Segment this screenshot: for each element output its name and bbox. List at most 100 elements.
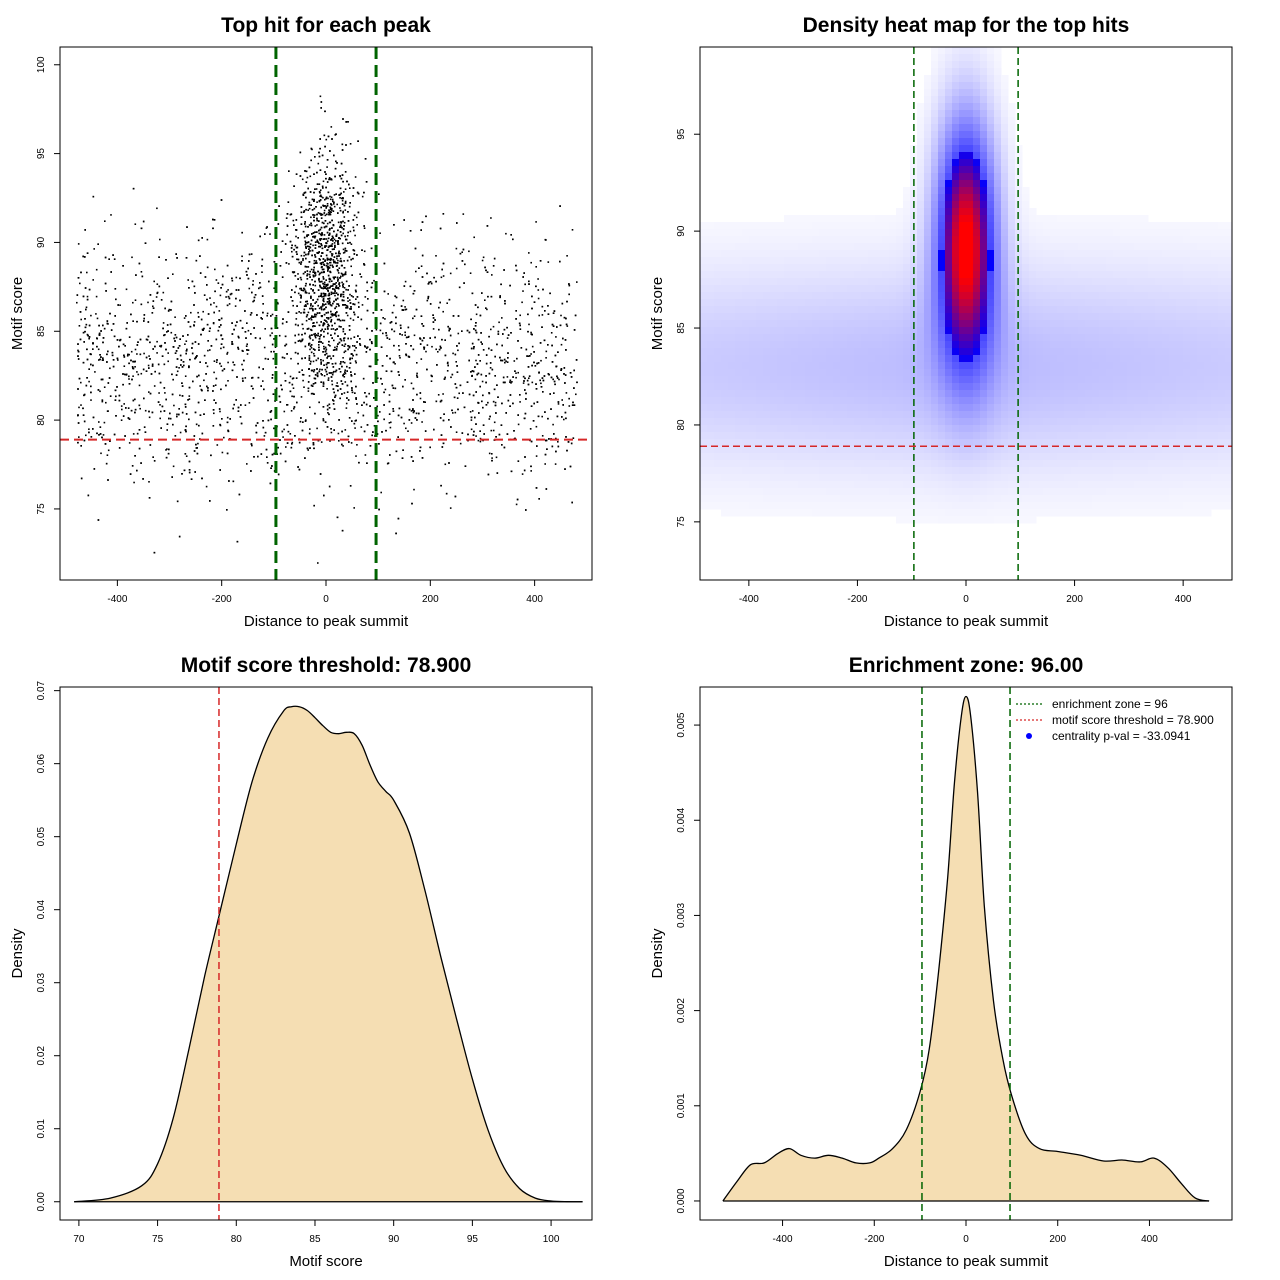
scatter-point bbox=[327, 135, 330, 138]
scatter-point bbox=[381, 431, 383, 433]
scatter-point bbox=[449, 272, 452, 275]
scatter-point bbox=[373, 425, 376, 427]
scatter-point bbox=[312, 383, 315, 385]
scatter-point bbox=[328, 340, 330, 343]
scatter-point bbox=[397, 371, 400, 373]
scatter-point bbox=[153, 280, 155, 283]
scatter-point bbox=[115, 298, 117, 301]
scatter-point bbox=[97, 389, 100, 391]
scatter-point bbox=[310, 159, 312, 162]
scatter-point bbox=[295, 285, 297, 288]
scatter-point bbox=[294, 323, 297, 326]
scatter-point bbox=[576, 281, 578, 283]
scatter-point bbox=[176, 257, 178, 259]
scatter-point bbox=[304, 265, 307, 268]
scatter-point bbox=[282, 436, 284, 438]
scatter-point bbox=[321, 154, 324, 157]
scatter-point bbox=[246, 274, 248, 276]
scatter-point bbox=[291, 395, 293, 398]
scatter-point bbox=[331, 235, 334, 238]
scatter-point bbox=[331, 285, 334, 287]
scatter-point bbox=[96, 432, 98, 435]
scatter-point bbox=[338, 440, 340, 442]
scatter-point bbox=[339, 237, 341, 240]
scatter-point bbox=[314, 247, 317, 249]
scatter-point bbox=[390, 321, 393, 323]
scatter-point bbox=[355, 398, 357, 400]
scatter-point bbox=[340, 162, 343, 165]
scatter-point bbox=[320, 226, 323, 229]
scatter-point bbox=[316, 262, 318, 264]
scatter-point bbox=[491, 274, 493, 276]
scatter-point bbox=[321, 328, 323, 331]
scatter-point bbox=[215, 402, 217, 404]
scatter-point bbox=[289, 213, 292, 216]
scatter-point bbox=[310, 297, 312, 299]
scatter-point bbox=[421, 457, 424, 459]
scatter-point bbox=[85, 308, 87, 311]
scatter-point bbox=[137, 341, 139, 343]
scatter-point bbox=[568, 293, 570, 296]
scatter-point bbox=[201, 389, 203, 392]
scatter-point bbox=[80, 477, 83, 480]
scatter-point bbox=[552, 423, 554, 426]
scatter-point bbox=[476, 363, 479, 365]
scatter-point bbox=[535, 221, 537, 223]
scatter-point bbox=[379, 329, 382, 332]
scatter-point bbox=[328, 229, 331, 231]
scatter-point bbox=[388, 338, 391, 340]
scatter-point bbox=[134, 411, 136, 414]
scatter-point bbox=[533, 361, 535, 364]
scatter-point bbox=[492, 265, 495, 267]
scatter-point bbox=[503, 446, 506, 449]
scatter-point bbox=[399, 324, 402, 327]
scatter-point bbox=[286, 353, 288, 355]
scatter-point bbox=[321, 233, 324, 236]
scatter-point bbox=[227, 361, 229, 364]
scatter-point bbox=[337, 212, 339, 214]
scatter-point bbox=[267, 419, 270, 422]
scatter-point bbox=[342, 304, 344, 306]
scatter-point bbox=[472, 370, 475, 373]
scatter-point bbox=[347, 289, 349, 291]
scatter-point bbox=[496, 343, 498, 346]
scatter-point bbox=[359, 338, 361, 340]
scatter-point bbox=[525, 392, 527, 395]
scatter-point bbox=[174, 340, 176, 342]
scatter-point bbox=[439, 417, 442, 419]
scatter-point bbox=[102, 434, 105, 436]
scatter-point bbox=[246, 353, 249, 355]
scatter-point bbox=[199, 272, 202, 274]
scatter-point bbox=[312, 325, 315, 327]
scatter-point bbox=[328, 221, 331, 224]
scatter-point bbox=[379, 232, 381, 234]
scatter-point bbox=[444, 354, 447, 357]
scatter-point bbox=[328, 280, 331, 283]
scatter-point bbox=[459, 384, 462, 387]
scatter-point bbox=[132, 399, 135, 402]
scatter-point bbox=[316, 239, 319, 242]
scatter-point bbox=[313, 292, 316, 294]
scatter-point bbox=[99, 426, 102, 428]
scatter-point bbox=[277, 473, 280, 476]
scatter-point bbox=[86, 271, 88, 274]
scatter-point bbox=[209, 297, 211, 299]
scatter-point bbox=[79, 338, 82, 341]
scatter-point bbox=[209, 500, 211, 502]
scatter-point bbox=[197, 311, 199, 314]
scatter-point bbox=[277, 302, 279, 305]
scatter-point bbox=[564, 468, 566, 470]
scatter-point bbox=[346, 365, 348, 368]
scatter-point bbox=[334, 260, 336, 263]
scatter-point bbox=[323, 234, 326, 236]
scatter-point bbox=[517, 414, 519, 416]
scatter-point bbox=[428, 281, 430, 284]
scatter-point bbox=[228, 297, 231, 300]
scatter-point bbox=[253, 327, 255, 329]
scatter-point bbox=[336, 203, 338, 206]
scatter-point bbox=[522, 290, 524, 292]
scatter-point bbox=[323, 375, 326, 377]
scatter-point bbox=[162, 291, 165, 294]
scatter-point bbox=[226, 351, 229, 354]
scatter-point bbox=[446, 362, 449, 365]
